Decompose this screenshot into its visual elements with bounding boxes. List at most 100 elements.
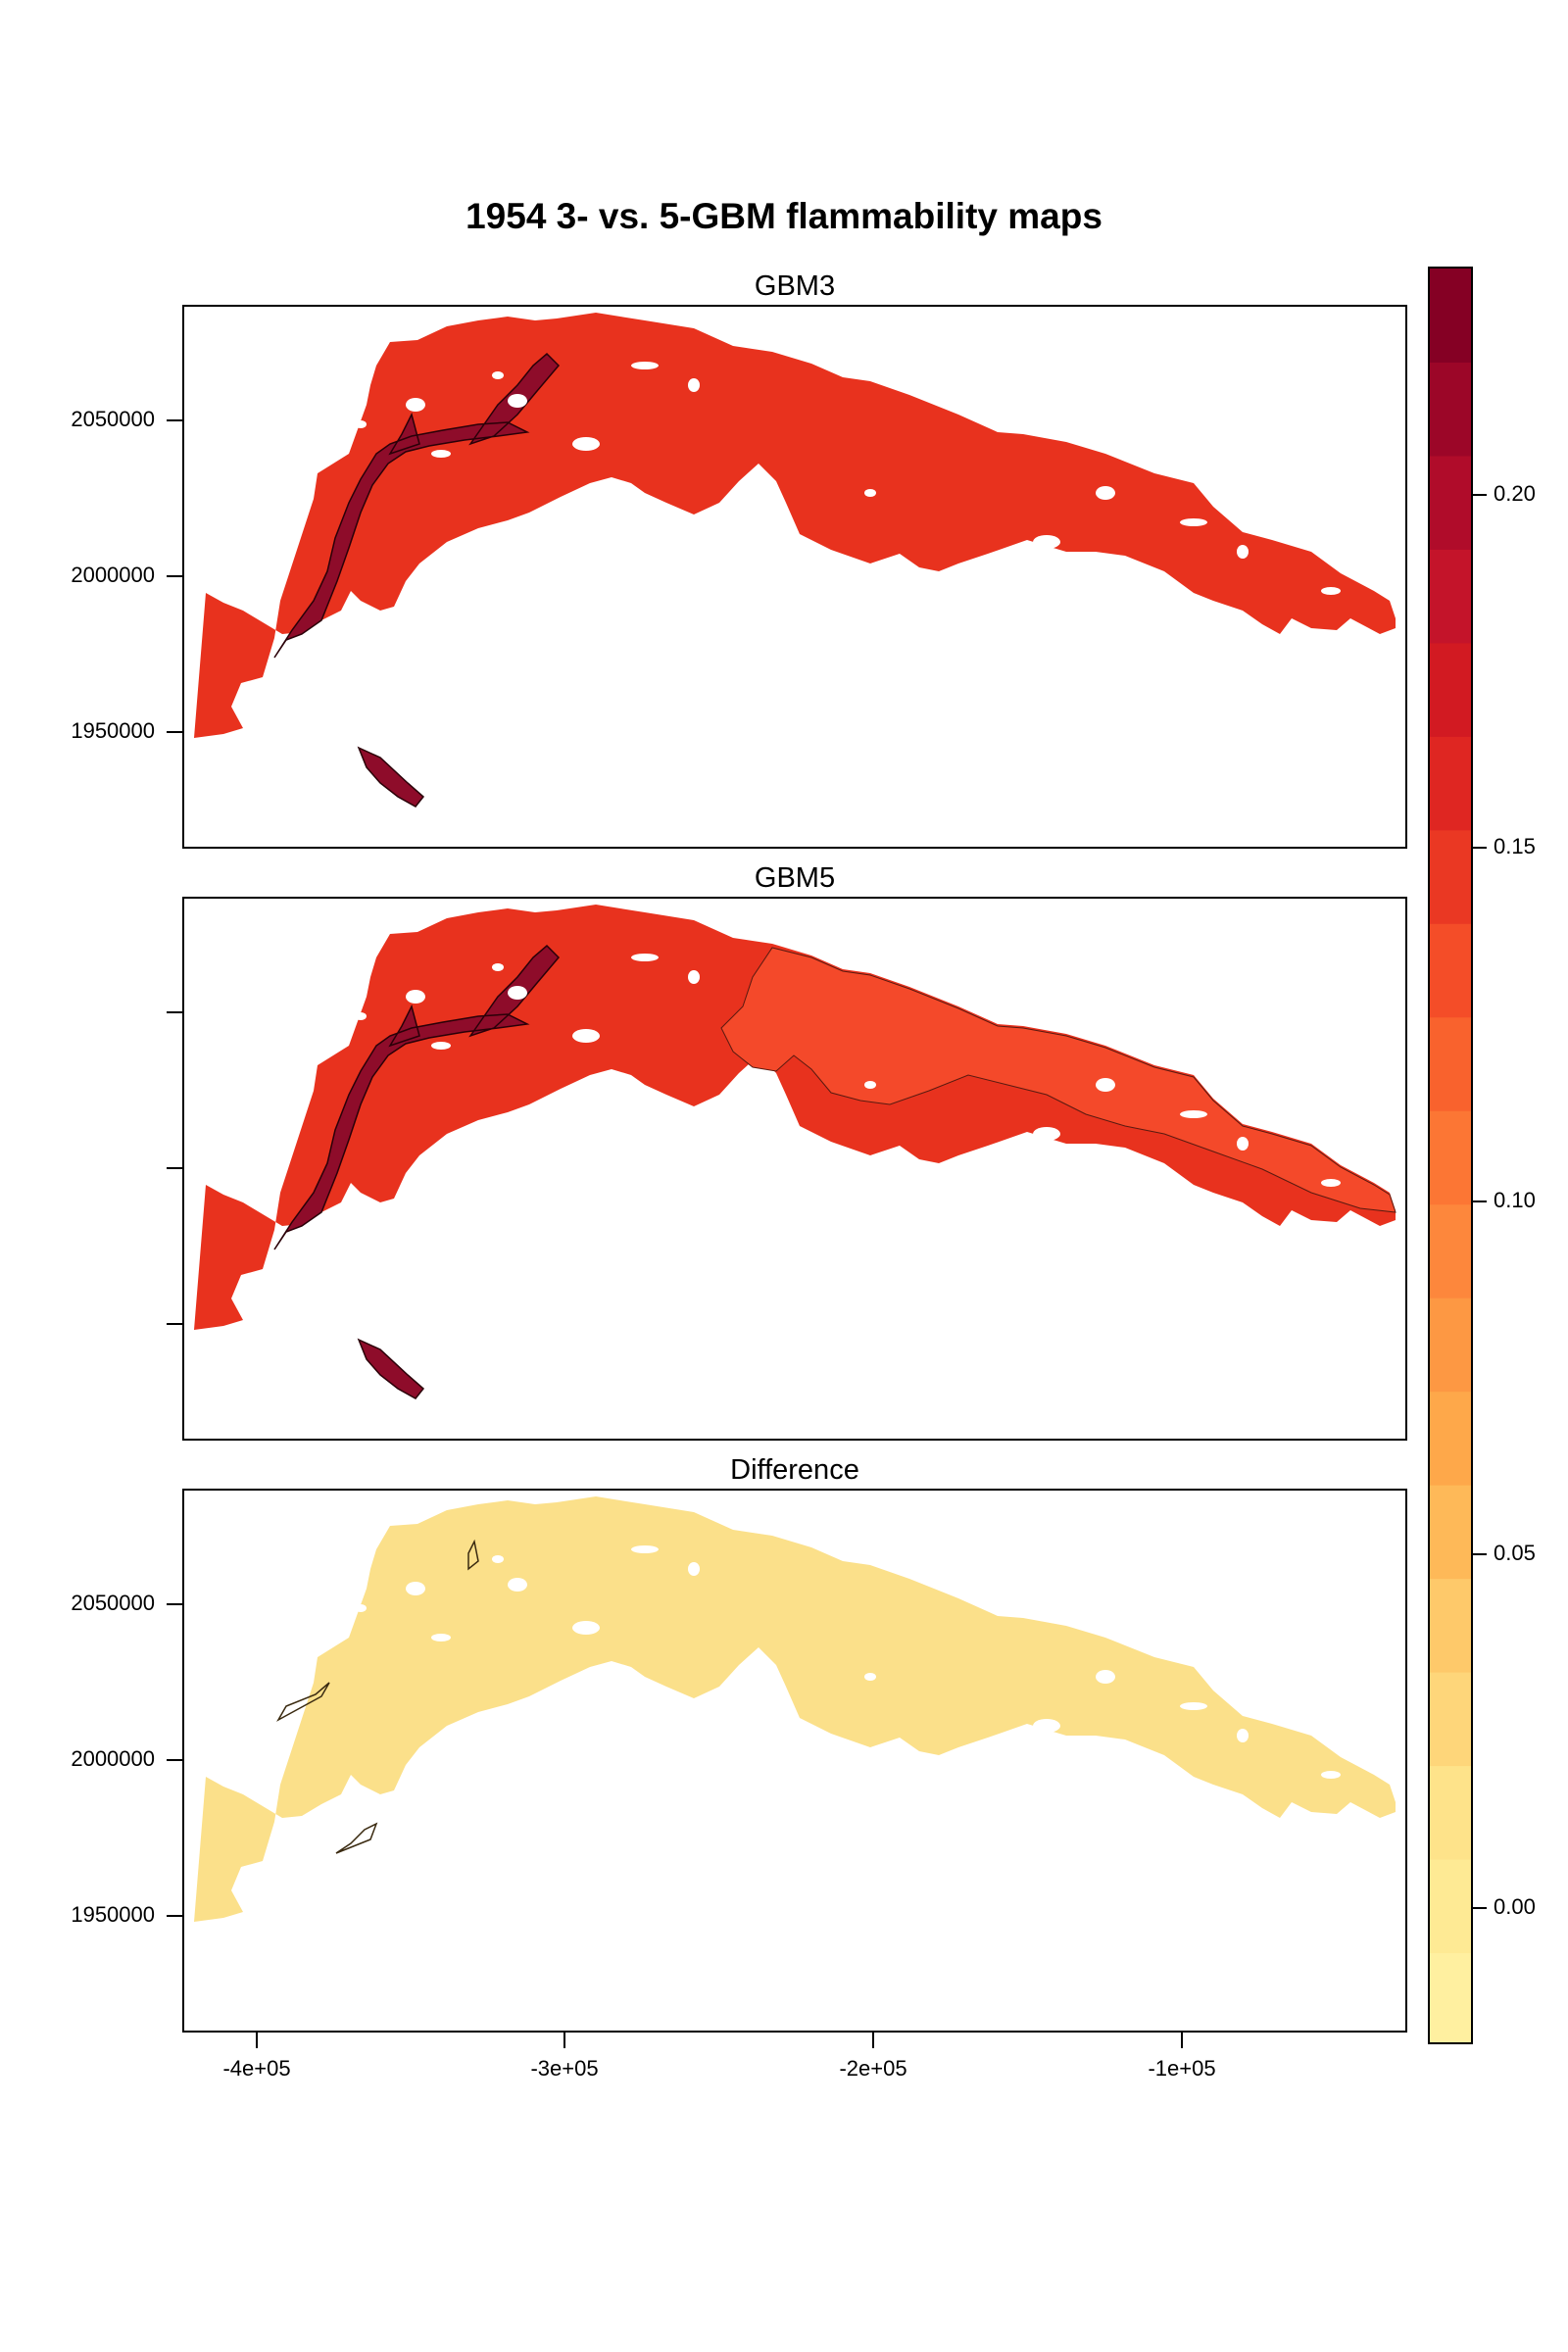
map-gap	[1033, 1719, 1060, 1733]
legend-swatch	[1430, 1859, 1471, 1954]
panel-title-gbm3: GBM3	[754, 270, 836, 302]
legend-swatch	[1430, 1203, 1471, 1298]
legend-tick	[1473, 847, 1487, 849]
y-tick	[167, 1323, 182, 1325]
legend-swatch	[1430, 1110, 1471, 1205]
legend-tick	[1473, 1553, 1487, 1555]
map-gap	[864, 489, 876, 497]
map-gap	[492, 963, 504, 971]
x-tick-label: -4e+05	[222, 2056, 291, 2081]
y-tick	[167, 1603, 182, 1605]
legend-swatch	[1430, 455, 1471, 550]
map-gap	[508, 394, 527, 408]
y-tick	[167, 419, 182, 421]
map-gap	[431, 1042, 451, 1050]
map-gap	[631, 362, 659, 369]
map-gap	[1321, 587, 1341, 595]
region-shape	[194, 313, 1396, 738]
map-gap	[406, 398, 425, 412]
difference-outline	[467, 1539, 479, 1571]
map-gap	[492, 371, 504, 379]
map-gap	[355, 420, 367, 428]
map-gbm3	[194, 313, 1396, 808]
map-gap	[572, 437, 600, 451]
map-gap	[1096, 1670, 1115, 1684]
map-gap	[1321, 1771, 1341, 1779]
panel-title-gbm5: GBM5	[754, 862, 836, 894]
map-gap	[1237, 1729, 1249, 1742]
map-gap	[864, 1081, 876, 1089]
map-gap	[631, 954, 659, 961]
map-gap	[864, 1673, 876, 1681]
x-tick	[1181, 2033, 1183, 2048]
legend-swatch	[1430, 1765, 1471, 1860]
y-tick-label: 1950000	[71, 1902, 155, 1927]
map-gap	[431, 450, 451, 458]
difference-outline	[276, 1682, 330, 1722]
map-gap	[508, 986, 527, 1000]
map-gap	[1237, 545, 1249, 559]
x-tick-label: -1e+05	[1148, 2056, 1216, 2081]
map-gap	[1180, 1702, 1207, 1710]
legend-tick-label: 0.20	[1494, 481, 1536, 506]
legend-swatch	[1430, 1672, 1471, 1767]
legend-swatch	[1430, 269, 1471, 363]
map-panel-difference	[182, 1489, 1407, 2033]
map-gbm5	[194, 905, 1396, 1399]
y-tick-label: 2000000	[71, 563, 155, 587]
map-gap	[406, 1582, 425, 1595]
map-gap	[492, 1555, 504, 1563]
legend-tick-label: 0.15	[1494, 834, 1536, 858]
y-tick	[167, 575, 182, 577]
map-gap	[1321, 1179, 1341, 1187]
legend-swatch	[1430, 1485, 1471, 1580]
legend-swatch	[1430, 642, 1471, 737]
x-tick	[564, 2033, 565, 2048]
map-panel-gbm5	[182, 897, 1407, 1441]
x-tick	[872, 2033, 874, 2048]
map-gap	[355, 1012, 367, 1020]
legend-swatch	[1430, 1391, 1471, 1486]
legend-tick-label: 0.00	[1494, 1894, 1536, 1919]
high-flammability-corridor	[273, 352, 561, 808]
map-gap	[1033, 535, 1060, 549]
legend-tick	[1473, 494, 1487, 496]
x-tick	[256, 2033, 258, 2048]
x-tick-label: -3e+05	[530, 2056, 599, 2081]
y-tick	[167, 1915, 182, 1917]
difference-outline	[335, 1822, 378, 1854]
map-gap	[406, 990, 425, 1004]
panel-title-difference: Difference	[730, 1454, 859, 1486]
legend-swatch	[1430, 1016, 1471, 1111]
x-tick-label: -2e+05	[839, 2056, 907, 2081]
map-difference	[194, 1496, 1396, 1922]
legend-swatch	[1430, 736, 1471, 831]
legend-tick	[1473, 1200, 1487, 1202]
y-tick	[167, 1759, 182, 1761]
legend-swatch	[1430, 549, 1471, 644]
region-shape	[194, 1496, 1396, 1922]
map-gap	[688, 378, 700, 392]
color-legend	[1428, 267, 1473, 2044]
map-gap	[355, 1604, 367, 1612]
legend-tick-label: 0.05	[1494, 1541, 1536, 1565]
y-tick-label: 2000000	[71, 1746, 155, 1771]
map-gap	[1096, 486, 1115, 500]
map-gap	[431, 1634, 451, 1642]
zone-shape	[720, 947, 1396, 1213]
legend-tick	[1473, 1907, 1487, 1909]
map-gap	[1096, 1078, 1115, 1092]
legend-swatch	[1430, 829, 1471, 924]
y-tick-label: 2050000	[71, 407, 155, 431]
y-tick-label: 1950000	[71, 718, 155, 743]
legend-swatch	[1430, 362, 1471, 457]
y-tick	[167, 731, 182, 733]
legend-swatch	[1430, 1298, 1471, 1393]
map-gap	[1033, 1127, 1060, 1141]
map-panel-gbm3	[182, 305, 1407, 849]
legend-swatch	[1430, 923, 1471, 1018]
legend-swatch	[1430, 1952, 1471, 2042]
map-title: 1954 3- vs. 5-GBM flammability maps	[466, 196, 1102, 236]
y-tick	[167, 1011, 182, 1013]
map-gap	[1237, 1137, 1249, 1151]
